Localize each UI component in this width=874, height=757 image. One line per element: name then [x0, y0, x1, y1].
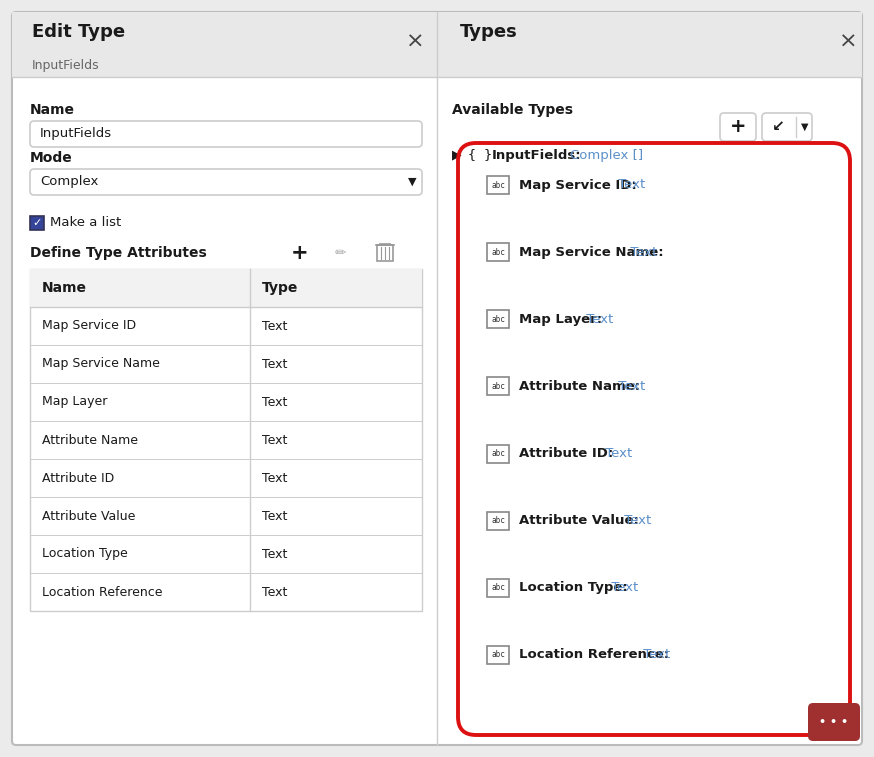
- Text: ↙: ↙: [772, 120, 784, 135]
- Text: Location Type:: Location Type:: [519, 581, 628, 594]
- Text: abc: abc: [491, 248, 505, 257]
- Bar: [30, 216, 44, 230]
- Text: Map Service Name:: Map Service Name:: [519, 245, 663, 259]
- Text: abc: abc: [491, 382, 505, 391]
- Bar: [30, 269, 422, 611]
- Bar: [12, 12, 862, 77]
- Text: Type: Type: [262, 281, 298, 295]
- Text: Map Layer:: Map Layer:: [519, 313, 602, 326]
- Bar: [30, 269, 422, 307]
- Text: ×: ×: [406, 32, 424, 52]
- Text: Location Reference: Location Reference: [42, 585, 163, 599]
- Text: ▼: ▼: [408, 177, 416, 187]
- Text: abc: abc: [491, 516, 505, 525]
- Text: Location Type: Location Type: [42, 547, 128, 560]
- Text: InputFields:: InputFields:: [492, 148, 581, 161]
- Text: Attribute Name:: Attribute Name:: [519, 380, 640, 393]
- Text: Define Type Attributes: Define Type Attributes: [30, 246, 207, 260]
- FancyBboxPatch shape: [12, 12, 862, 745]
- FancyBboxPatch shape: [30, 121, 422, 147]
- Text: ▶: ▶: [452, 148, 461, 161]
- Text: Text: Text: [262, 585, 288, 599]
- FancyBboxPatch shape: [808, 703, 860, 741]
- Text: InputFields: InputFields: [40, 127, 112, 141]
- Text: ✓: ✓: [32, 218, 42, 228]
- Text: Attribute ID:: Attribute ID:: [519, 447, 614, 460]
- Text: abc: abc: [491, 583, 505, 592]
- Bar: [377, 245, 393, 261]
- Text: +: +: [730, 117, 746, 136]
- Text: Mode: Mode: [30, 151, 73, 165]
- Text: Text: Text: [614, 380, 645, 393]
- Text: { }: { }: [468, 148, 492, 161]
- Text: Text: Text: [262, 395, 288, 409]
- Text: Available Types: Available Types: [452, 103, 573, 117]
- FancyBboxPatch shape: [487, 646, 509, 664]
- Text: abc: abc: [491, 650, 505, 659]
- FancyBboxPatch shape: [762, 113, 812, 141]
- Text: Edit Type: Edit Type: [32, 23, 125, 41]
- Text: +: +: [291, 243, 309, 263]
- FancyBboxPatch shape: [487, 444, 509, 463]
- Text: Map Service Name: Map Service Name: [42, 357, 160, 370]
- Text: Attribute Value:: Attribute Value:: [519, 514, 639, 527]
- Text: • • •: • • •: [820, 717, 849, 727]
- Text: Make a list: Make a list: [50, 217, 121, 229]
- Text: Text: Text: [582, 313, 614, 326]
- Text: Text: Text: [639, 649, 670, 662]
- Text: Text: Text: [262, 434, 288, 447]
- Text: Map Service ID: Map Service ID: [42, 319, 136, 332]
- FancyBboxPatch shape: [30, 169, 422, 195]
- Text: abc: abc: [491, 180, 505, 189]
- FancyBboxPatch shape: [487, 378, 509, 395]
- FancyBboxPatch shape: [487, 243, 509, 261]
- Text: Text: Text: [262, 319, 288, 332]
- Text: Map Layer: Map Layer: [42, 395, 108, 409]
- Text: Text: Text: [262, 357, 288, 370]
- Text: Name: Name: [30, 103, 75, 117]
- Text: abc: abc: [491, 315, 505, 324]
- Text: ▼: ▼: [801, 122, 808, 132]
- Text: Attribute Name: Attribute Name: [42, 434, 138, 447]
- Text: Text: Text: [601, 447, 632, 460]
- Text: Text: Text: [262, 509, 288, 522]
- Text: Text: Text: [262, 547, 288, 560]
- Text: ✏: ✏: [334, 246, 346, 260]
- Text: Text: Text: [620, 514, 651, 527]
- Text: Location Reference:: Location Reference:: [519, 649, 669, 662]
- FancyBboxPatch shape: [720, 113, 756, 141]
- Text: Name: Name: [42, 281, 87, 295]
- FancyBboxPatch shape: [487, 310, 509, 329]
- Text: Complex: Complex: [40, 176, 99, 188]
- Text: Text: Text: [626, 245, 657, 259]
- FancyBboxPatch shape: [487, 176, 509, 194]
- FancyBboxPatch shape: [487, 579, 509, 597]
- Text: Map Service ID:: Map Service ID:: [519, 179, 637, 192]
- Text: Complex []: Complex []: [570, 148, 643, 161]
- Text: InputFields: InputFields: [32, 58, 100, 71]
- Text: Attribute ID: Attribute ID: [42, 472, 114, 484]
- Text: Text: Text: [607, 581, 638, 594]
- Text: Types: Types: [460, 23, 517, 41]
- FancyBboxPatch shape: [487, 512, 509, 530]
- Text: ×: ×: [839, 32, 857, 52]
- Text: abc: abc: [491, 449, 505, 458]
- Text: Text: Text: [262, 472, 288, 484]
- Text: Attribute Value: Attribute Value: [42, 509, 135, 522]
- Text: Text: Text: [614, 179, 645, 192]
